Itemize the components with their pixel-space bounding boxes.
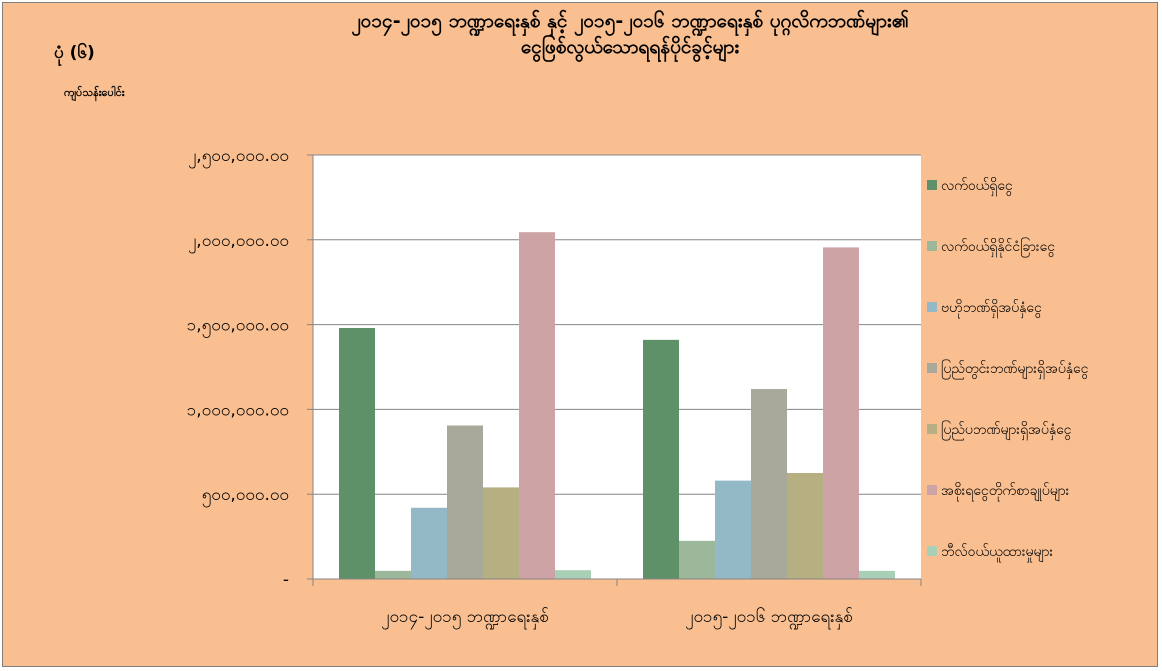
legend-label: ဘီလ်ဝယ်ယူထားမှုများ xyxy=(941,544,1053,562)
x-tick-label: ၂၀၁၅-၂၀၁၆ ဘဏ္ဍာရေးနှစ် xyxy=(685,606,853,630)
chart-title-line-1: ၂၀၁၄-၂၀၁၅ ဘဏ္ဍာရေးနှစ် နှင့် ၂၀၁၅-၂၀၁၆ ဘ… xyxy=(351,10,909,32)
legend-swatch xyxy=(927,424,937,434)
legend-label: ပြည်တွင်းဘဏ်များရှိအပ်နှံငွေ xyxy=(941,360,1089,379)
legend-swatch xyxy=(927,180,937,190)
bar xyxy=(643,339,679,579)
legend-swatch xyxy=(927,241,937,251)
legend-swatch xyxy=(927,302,937,312)
legend-label: ပြည်ပဘဏ်များရှိအပ်နှံငွေ xyxy=(941,421,1072,440)
legend-label: လက်ဝယ်ရှိငွေ xyxy=(941,178,1013,196)
legend-label: အစိုးရငွေတိုက်စာချုပ်များ xyxy=(941,483,1070,501)
legend-swatch xyxy=(927,485,937,495)
bar xyxy=(519,232,555,579)
legend-swatch xyxy=(927,546,937,556)
y-tick-label: ၂,၅၀၀,၀၀၀.၀၀ xyxy=(188,146,289,169)
bar xyxy=(715,480,751,579)
y-tick-label: - xyxy=(283,570,289,590)
unit-label: ကျပ်သန်းပေါင်း xyxy=(64,86,125,99)
bar xyxy=(375,570,411,579)
legend-swatch xyxy=(927,363,937,373)
legend-label: လက်ဝယ်ရှိနိုင်ငံခြားငွေ xyxy=(941,238,1055,257)
legend-label: ဗဟိုဘဏ်ရှိအပ်နှံငွေ xyxy=(941,300,1042,318)
chart-title-line-2: ငွေဖြစ်လွယ်သောရရန်ပိုင်ခွင့်များ xyxy=(520,36,740,58)
bar xyxy=(679,540,715,579)
chart-title: ၂၀၁၄-၂၀၁၅ ဘဏ္ဍာရေးနှစ် နှင့် ၂၀၁၅-၂၀၁၆ ဘ… xyxy=(200,8,1060,60)
x-tick-label: ၂၀၁၄-၂၀၁၅ ဘဏ္ဍာရေးနှစ် xyxy=(381,607,549,630)
bar xyxy=(411,507,447,579)
bar xyxy=(555,570,591,579)
bar xyxy=(787,473,823,579)
y-tick-label: ၁,၀၀၀,၀၀၀.၀၀ xyxy=(187,400,289,420)
y-tick-label: ၂,၀၀၀,၀၀၀.၀၀ xyxy=(188,231,289,254)
bar xyxy=(483,487,519,579)
bar xyxy=(339,327,375,579)
bar xyxy=(859,570,895,579)
bar xyxy=(751,389,787,579)
y-tick-label: ၅၀၀,၀၀၀.၀၀ xyxy=(202,485,289,508)
figure-label: ပုံ (၆) xyxy=(54,43,95,63)
bar xyxy=(447,425,483,579)
bar xyxy=(823,247,859,579)
y-tick-label: ၁,၅၀၀,၀၀၀.၀၀ xyxy=(187,316,289,339)
